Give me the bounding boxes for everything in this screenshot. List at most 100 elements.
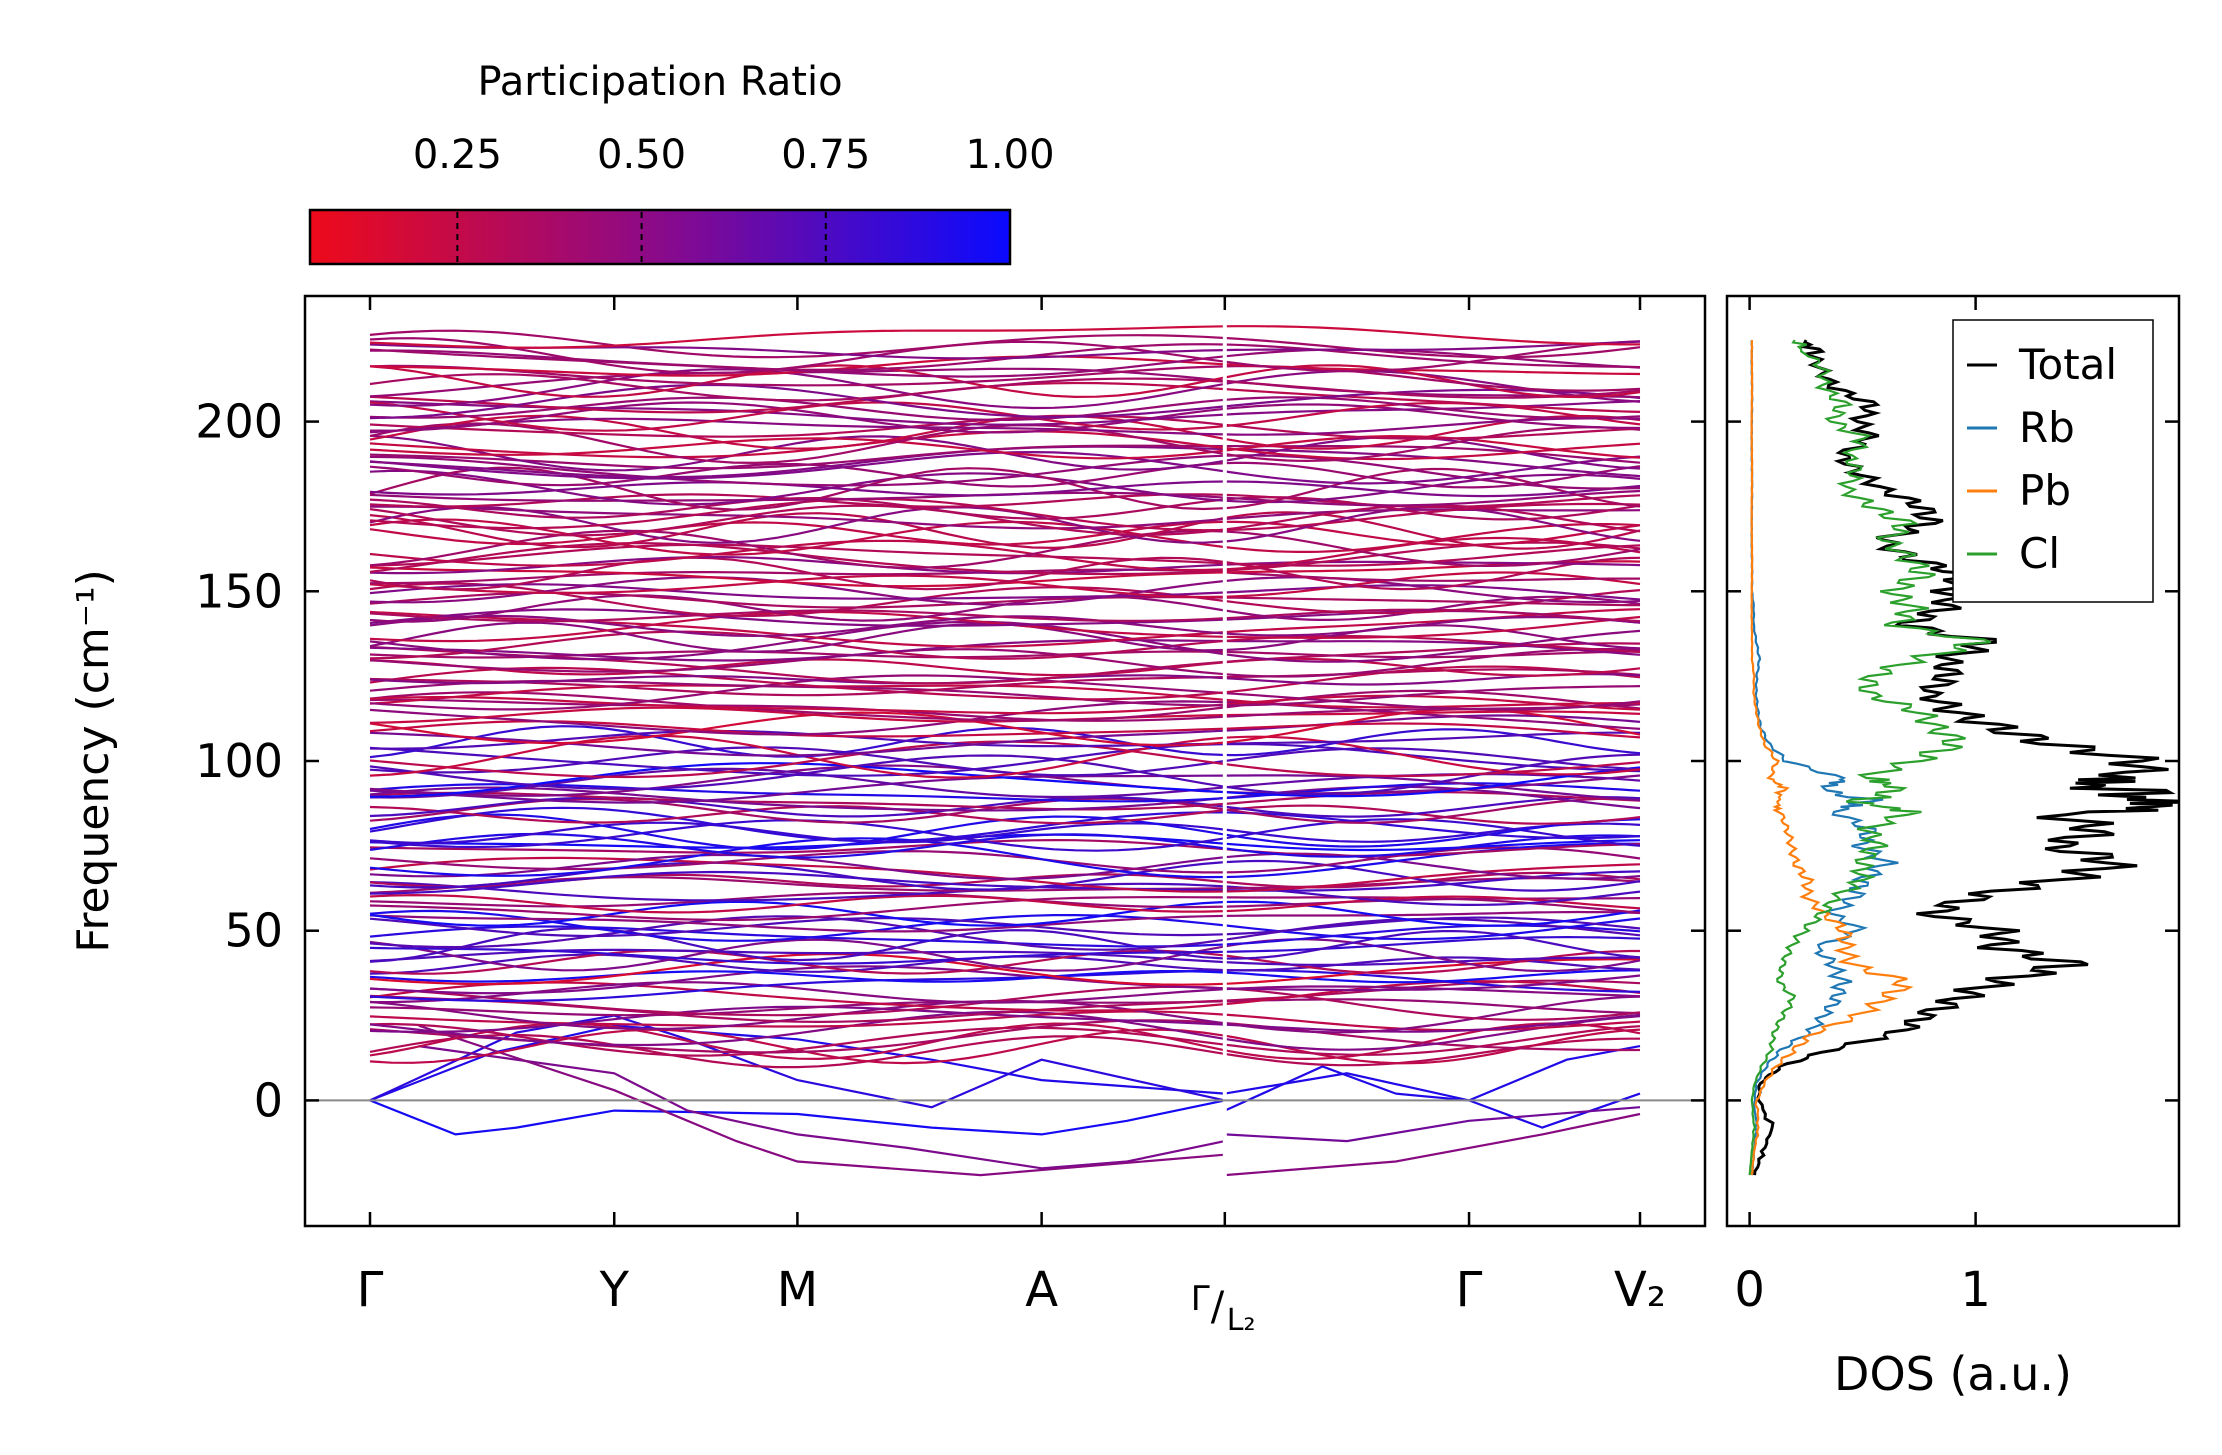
acoustic-band <box>1224 1106 1641 1143</box>
optic-band <box>1224 343 1641 369</box>
optic-band <box>1224 998 1641 1015</box>
optic-band <box>1224 895 1641 913</box>
optic-band <box>1224 1025 1641 1056</box>
optic-band <box>1224 340 1641 373</box>
optic-band <box>369 430 1225 459</box>
optic-band <box>369 566 1225 588</box>
optic-band <box>1224 694 1641 711</box>
optic-band <box>1224 388 1641 413</box>
optic-band <box>1224 753 1641 796</box>
optic-band <box>1224 434 1641 459</box>
optic-band <box>1224 685 1641 707</box>
optic-band <box>369 837 1225 879</box>
dos-line-total <box>1753 339 2179 1176</box>
optic-band <box>1224 785 1641 810</box>
optic-band <box>1224 1028 1641 1065</box>
optic-band <box>369 743 1225 777</box>
optic-band <box>369 711 1225 747</box>
optic-band <box>369 422 1225 465</box>
acoustic-band <box>369 1014 1226 1109</box>
optic-band <box>369 938 1225 972</box>
optic-band <box>369 946 1225 965</box>
optic-band <box>1224 859 1641 892</box>
optic-band <box>369 1005 1225 1033</box>
optic-band <box>369 953 1225 975</box>
optic-band <box>1224 523 1641 553</box>
optic-band <box>369 895 1225 922</box>
legend-label: Total <box>2018 340 2117 389</box>
optic-band <box>369 700 1225 736</box>
optic-band <box>369 891 1225 909</box>
k-point-label: Γ <box>1191 1279 1210 1319</box>
optic-band <box>1224 766 1641 798</box>
optic-band <box>369 915 1225 951</box>
optic-band <box>1224 987 1641 1021</box>
optic-band <box>369 746 1225 777</box>
optic-band <box>369 916 1225 938</box>
optic-band <box>1224 442 1641 461</box>
optic-band <box>1224 508 1641 521</box>
y-tick-label: 100 <box>195 734 283 788</box>
optic-band <box>1224 400 1641 416</box>
optic-band <box>1224 774 1641 801</box>
optic-band <box>1224 735 1641 776</box>
acoustic-band <box>418 1045 1226 1170</box>
acoustic-band <box>1224 1112 1641 1177</box>
y-tick-label: 50 <box>224 904 283 958</box>
optic-band <box>1224 541 1641 572</box>
optic-band <box>1224 657 1641 677</box>
optic-band <box>1224 910 1641 917</box>
k-point-label: Y <box>599 1262 630 1318</box>
optic-band <box>1224 336 1641 359</box>
optic-band <box>369 821 1225 845</box>
y-tick-label: 150 <box>195 564 283 618</box>
optic-band <box>369 454 1225 487</box>
optic-band <box>1224 584 1641 601</box>
optic-band <box>1224 454 1641 490</box>
optic-band <box>1224 455 1641 485</box>
optic-band <box>1224 363 1641 376</box>
optic-band <box>369 417 1225 436</box>
optic-band <box>1224 974 1641 992</box>
optic-band <box>369 832 1225 859</box>
colorbar-title: Participation Ratio <box>477 59 842 105</box>
legend-label: Pb <box>2019 466 2071 515</box>
optic-band <box>369 650 1225 659</box>
optic-band <box>1224 639 1641 656</box>
optic-band <box>369 325 1225 349</box>
optic-band <box>369 806 1225 843</box>
optic-band <box>1224 722 1641 739</box>
optic-band <box>369 849 1225 874</box>
optic-band <box>369 368 1225 410</box>
optic-band <box>369 999 1225 1031</box>
optic-band <box>1224 589 1641 615</box>
optic-band <box>369 591 1225 609</box>
dos-x-tick-label: 0 <box>1734 1262 1765 1318</box>
optic-band <box>369 383 1225 420</box>
optic-band <box>369 491 1225 502</box>
optic-band <box>369 696 1225 715</box>
optic-band <box>369 893 1225 914</box>
colorbar-gradient <box>308 208 1012 266</box>
optic-band <box>1224 916 1641 936</box>
optic-band <box>369 909 1225 942</box>
optic-band <box>1224 615 1641 640</box>
optic-band <box>1224 811 1641 840</box>
legend-label: Rb <box>2019 403 2075 452</box>
optic-band <box>1224 493 1641 508</box>
optic-band <box>1224 969 1640 984</box>
optic-band <box>1224 958 1641 985</box>
dos-line-pb <box>1750 340 1914 1176</box>
optic-band <box>1224 325 1640 346</box>
optic-band <box>1224 995 1641 1034</box>
optic-band <box>1224 1015 1641 1051</box>
k-point-label: Γ <box>1456 1262 1483 1318</box>
optic-band <box>369 965 1225 995</box>
optic-band <box>369 870 1225 895</box>
optic-band <box>369 813 1225 851</box>
optic-band <box>1224 935 1641 953</box>
optic-band <box>1224 502 1641 532</box>
optic-band <box>369 1022 1225 1057</box>
acoustic-band <box>418 1024 1225 1177</box>
